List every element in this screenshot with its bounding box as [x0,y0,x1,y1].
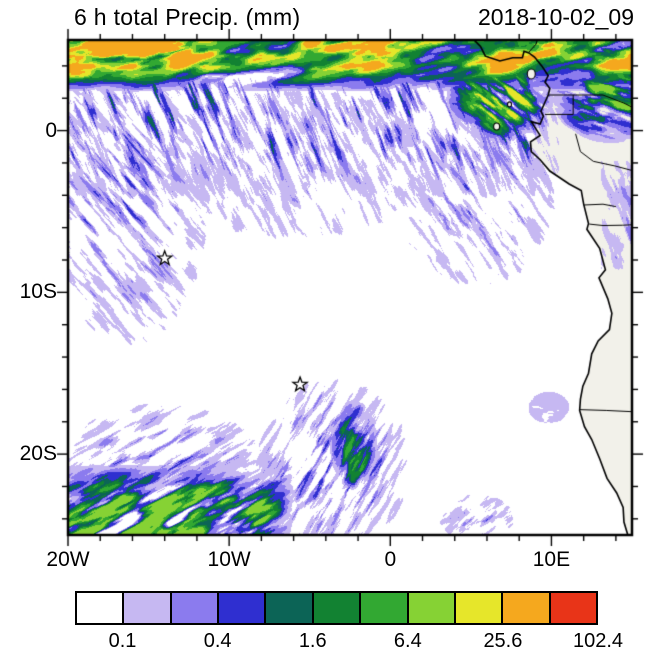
colorbar-cell [313,593,362,623]
colorbar-cell [171,593,220,623]
colorbar [75,591,598,625]
colorbar-tick-label: 0.4 [203,630,232,652]
colorbar-cell [361,593,409,623]
colorbar-cell [219,593,267,623]
colorbar-cell [503,593,551,623]
colorbar-tick-label: 25.6 [483,630,523,652]
precip-map-canvas [0,0,650,585]
colorbar-cell [77,593,125,623]
colorbar-tick-label: 1.6 [298,630,327,652]
colorbar-tick-label: 6.4 [393,630,422,652]
colorbar-cell [124,593,172,623]
colorbar-cell [266,593,314,623]
colorbar-tick-label: 102.4 [572,630,624,652]
colorbar-cell [408,593,456,623]
colorbar-tick-label: 0.1 [108,630,137,652]
colorbar-cell [550,593,596,623]
colorbar-cell [455,593,504,623]
